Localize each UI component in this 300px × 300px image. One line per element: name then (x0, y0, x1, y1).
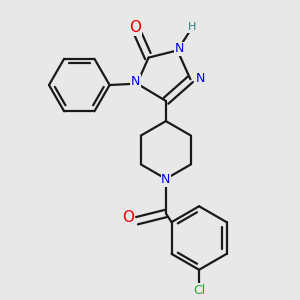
Text: N: N (131, 75, 140, 88)
Text: Cl: Cl (193, 284, 205, 297)
Text: H: H (188, 22, 196, 32)
Text: N: N (175, 43, 184, 56)
Text: N: N (161, 173, 171, 186)
Text: O: O (130, 20, 142, 35)
Text: N: N (196, 72, 205, 85)
Text: O: O (122, 210, 134, 225)
